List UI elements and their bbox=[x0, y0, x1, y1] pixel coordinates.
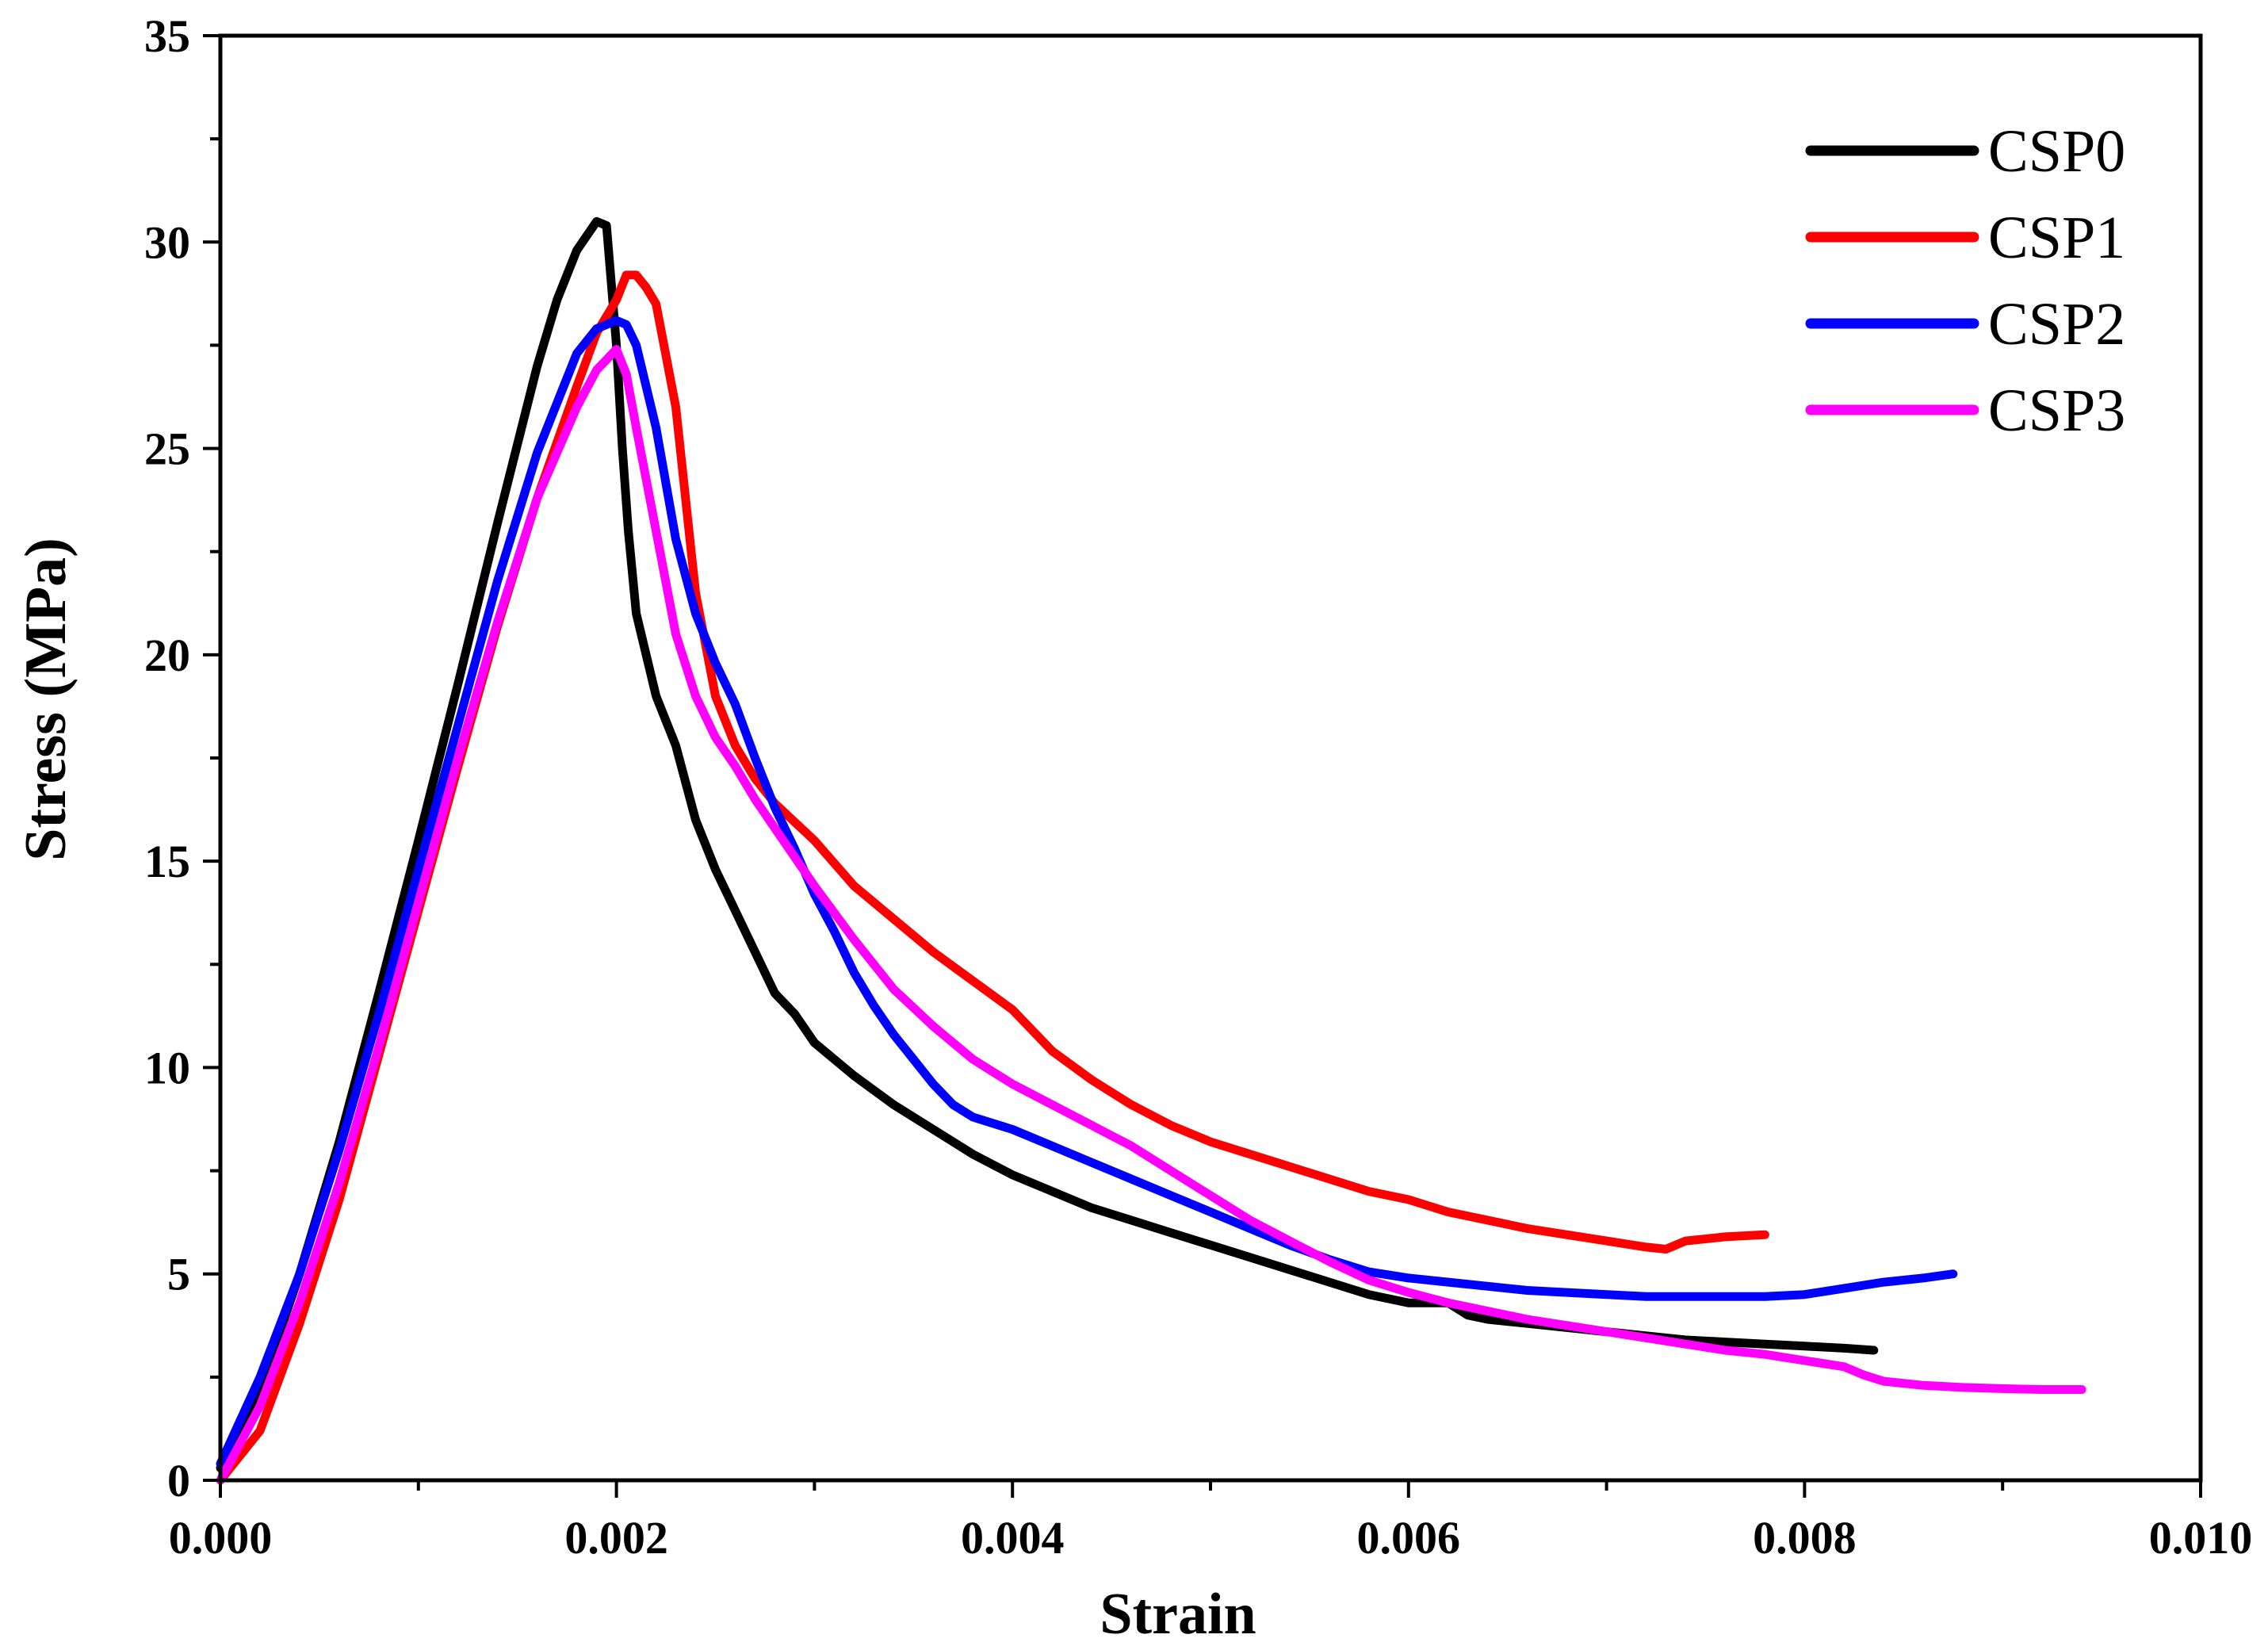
y-tick-label: 30 bbox=[144, 216, 190, 268]
x-axis-title: Strain bbox=[1100, 1582, 1256, 1646]
series-line-csp3 bbox=[216, 345, 2086, 1485]
legend-label-csp3: CSP3 bbox=[1988, 377, 2125, 444]
y-tick-label: 5 bbox=[167, 1249, 190, 1300]
y-tick-label: 20 bbox=[144, 630, 190, 681]
x-tick-label: 0.000 bbox=[169, 1512, 273, 1564]
series-line-csp0 bbox=[216, 216, 1879, 1472]
x-tick-label: 0.010 bbox=[2149, 1512, 2253, 1564]
y-tick-label: 25 bbox=[144, 423, 190, 475]
y-axis-title: Stress (MPa) bbox=[13, 538, 78, 861]
y-tick-label: 35 bbox=[144, 10, 190, 62]
series-line-csp1 bbox=[216, 270, 1769, 1485]
legend: CSP0 CSP1 CSP2 CSP3 bbox=[1805, 118, 2125, 444]
series-layer bbox=[216, 216, 2086, 1485]
series-line-csp2 bbox=[216, 316, 1958, 1468]
y-tick-label: 0 bbox=[167, 1455, 190, 1506]
plot-frame bbox=[218, 33, 2203, 1483]
ticks-layer: 0.000 0.002 0.004 0.006 0.008 0.010 0 5 10 15 20 25… bbox=[144, 10, 2252, 1564]
legend-label-csp0: CSP0 bbox=[1988, 118, 2125, 185]
y-tick-label: 10 bbox=[144, 1042, 190, 1093]
x-tick-label: 0.004 bbox=[961, 1512, 1065, 1564]
x-tick-label: 0.008 bbox=[1753, 1512, 1857, 1564]
legend-label-csp1: CSP1 bbox=[1988, 205, 2125, 271]
x-tick-label: 0.002 bbox=[564, 1512, 668, 1564]
y-tick-label: 15 bbox=[144, 836, 190, 887]
axes-layer bbox=[218, 33, 2203, 1483]
x-tick-label: 0.006 bbox=[1357, 1512, 1461, 1564]
legend-label-csp2: CSP2 bbox=[1988, 291, 2125, 358]
